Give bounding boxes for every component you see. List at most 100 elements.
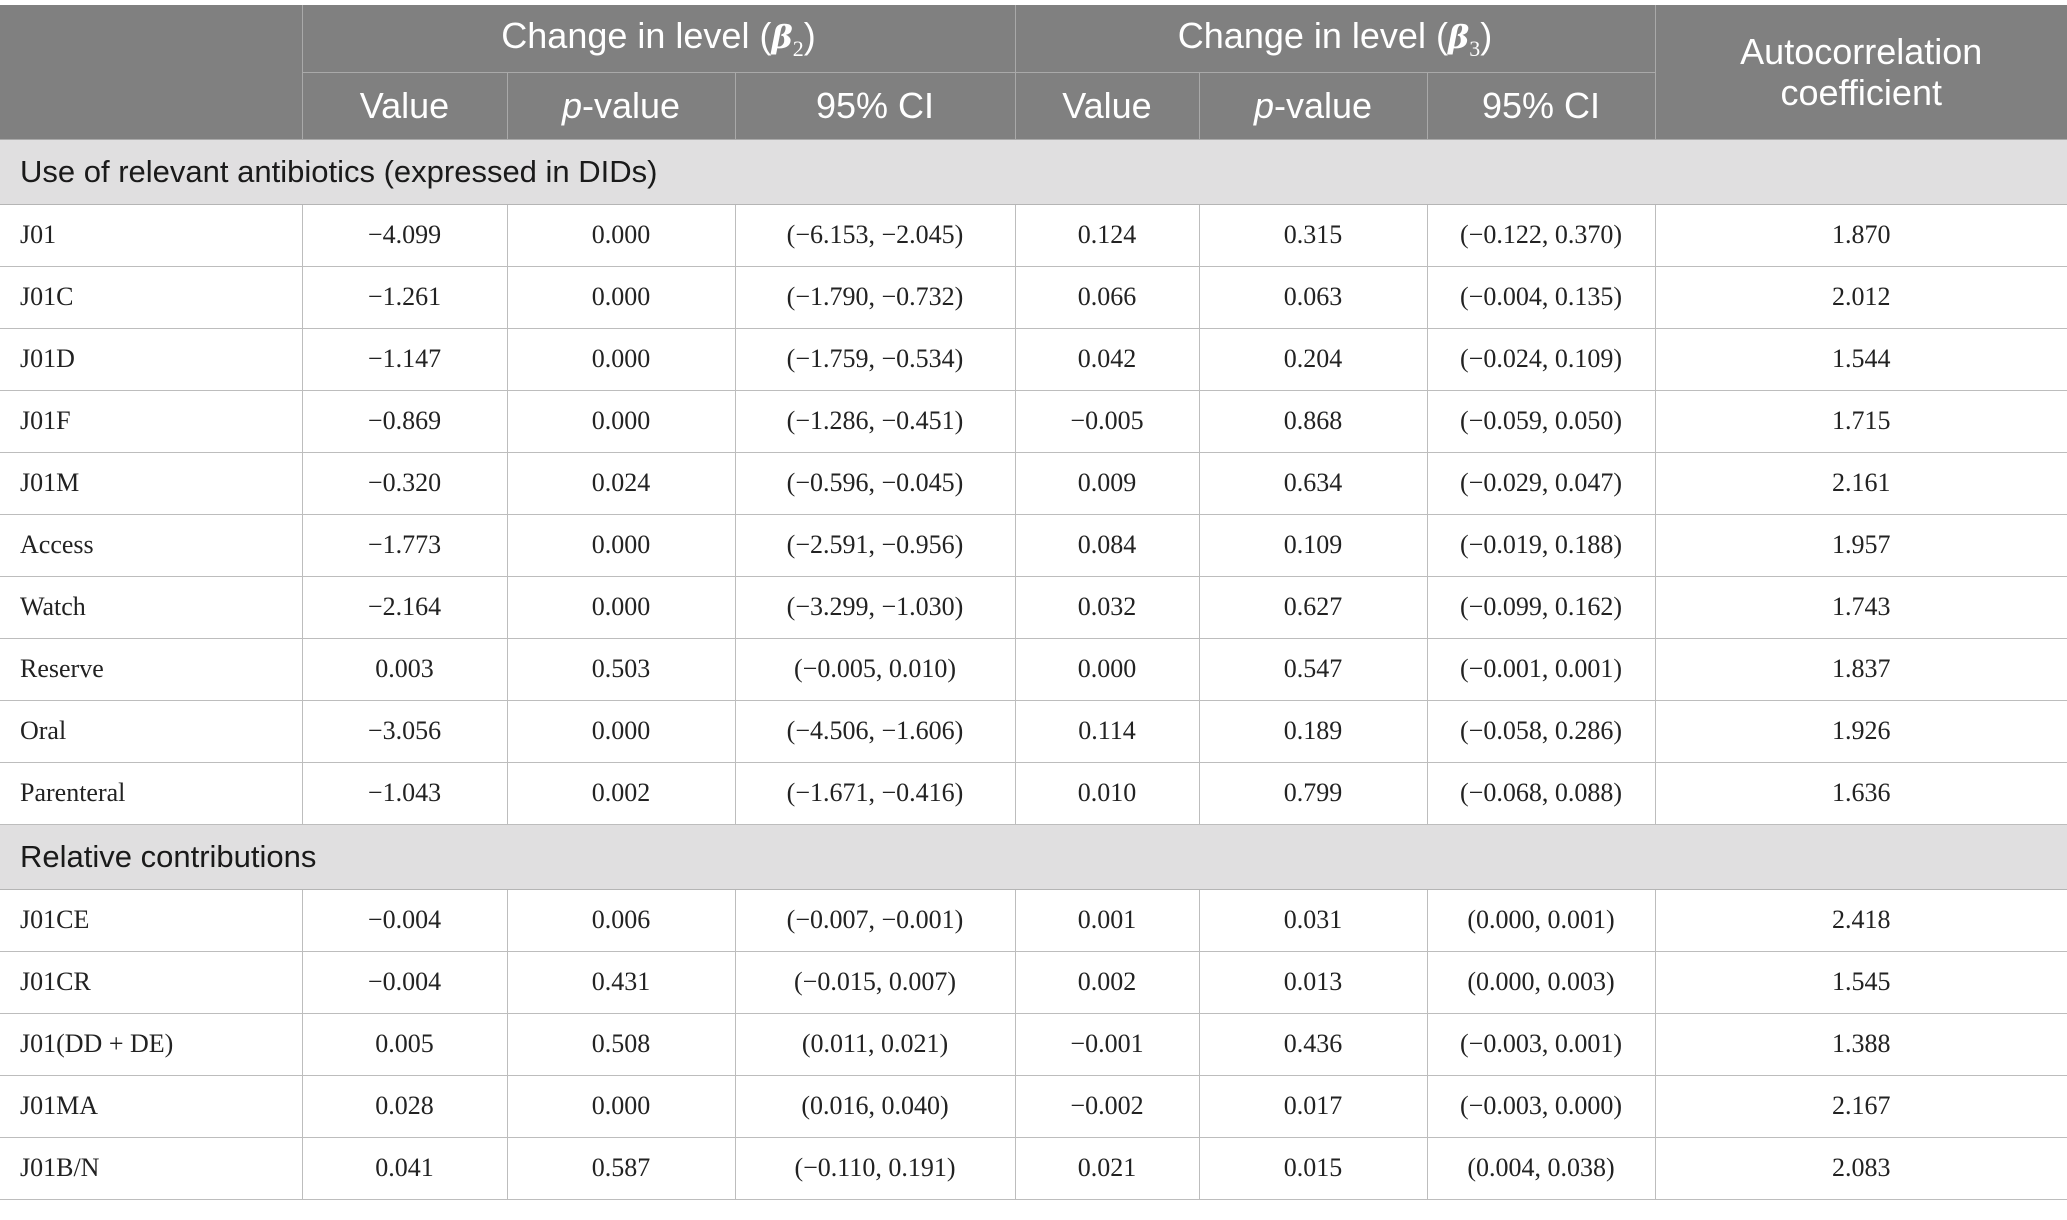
- b3-ci-cell: (−0.001, 0.001): [1426, 638, 1655, 701]
- autocorr-cell: 1.743: [1654, 576, 2067, 639]
- table-row: J01CE −0.004 0.006 (−0.007, −0.001) 0.001 0.0…: [0, 889, 2067, 952]
- b2-ci-cell: (−6.153, −2.045): [734, 204, 1015, 267]
- b3-ci-cell: (−0.058, 0.286): [1426, 700, 1655, 763]
- header-empty-cell: [0, 5, 302, 140]
- beta2-subscript: 2: [792, 35, 804, 61]
- b3-value-cell: −0.005: [1014, 390, 1199, 453]
- b2-ci-cell: (0.016, 0.040): [734, 1075, 1015, 1138]
- table-body: Use of relevant antibiotics (expressed i…: [0, 139, 2067, 1200]
- table-row: Oral −3.056 0.000 (−4.506, −1.606) 0.114 0.18…: [0, 700, 2067, 763]
- b3-p-value-cell: 0.204: [1198, 328, 1427, 391]
- b2-value-cell: −0.004: [301, 889, 507, 952]
- row-label: J01CR: [0, 951, 302, 1014]
- beta3-subscript: 3: [1469, 35, 1481, 61]
- table-row: J01D −1.147 0.000 (−1.759, −0.534) 0.042 0.20…: [0, 328, 2067, 391]
- b2-value-cell: −0.004: [301, 951, 507, 1014]
- beta3-symbol: β: [1447, 17, 1470, 56]
- b2-ci-cell: (−1.671, −0.416): [734, 762, 1015, 825]
- b2-p-value-cell: 0.000: [506, 700, 735, 763]
- b2-value-cell: 0.041: [301, 1137, 507, 1200]
- b3-ci-cell: (−0.004, 0.135): [1426, 266, 1655, 329]
- b3-p-value-cell: 0.109: [1198, 514, 1427, 577]
- autocorr-cell: 1.636: [1654, 762, 2067, 825]
- b3-ci-cell: (−0.003, 0.000): [1426, 1075, 1655, 1138]
- b2-p-value-cell: 0.587: [506, 1137, 735, 1200]
- b2-p-value-cell: 0.431: [506, 951, 735, 1014]
- b2-value-cell: −4.099: [301, 204, 507, 267]
- b3-p-value-cell: 0.013: [1198, 951, 1427, 1014]
- b2-ci-cell: (−0.007, −0.001): [734, 889, 1015, 952]
- header-group-beta3-prefix: Change in level (: [1177, 14, 1448, 56]
- b2-ci-cell: (−2.591, −0.956): [734, 514, 1015, 577]
- b2-ci-cell: (−0.110, 0.191): [734, 1137, 1015, 1200]
- row-label: Parenteral: [0, 762, 302, 825]
- b3-value-cell: 0.021: [1014, 1137, 1199, 1200]
- b2-p-value-cell: 0.000: [506, 266, 735, 329]
- b2-p-value-cell: 0.000: [506, 1075, 735, 1138]
- b2-value-cell: −1.773: [301, 514, 507, 577]
- header-b3-ci: 95% CI: [1426, 72, 1655, 140]
- b3-p-value-cell: 0.547: [1198, 638, 1427, 701]
- b3-value-cell: −0.001: [1014, 1013, 1199, 1076]
- b2-ci-cell: (−1.790, −0.732): [734, 266, 1015, 329]
- b3-ci-cell: (−0.029, 0.047): [1426, 452, 1655, 515]
- b3-p-value-cell: 0.634: [1198, 452, 1427, 515]
- autocorr-cell: 2.418: [1654, 889, 2067, 952]
- b3-p-value-cell: 0.436: [1198, 1013, 1427, 1076]
- autocorr-cell: 2.167: [1654, 1075, 2067, 1138]
- autocorr-cell: 1.715: [1654, 390, 2067, 453]
- b3-ci-cell: (−0.003, 0.001): [1426, 1013, 1655, 1076]
- b2-value-cell: −2.164: [301, 576, 507, 639]
- table-row: J01M −0.320 0.024 (−0.596, −0.045) 0.009 0.63…: [0, 452, 2067, 515]
- autocorr-cell: 1.957: [1654, 514, 2067, 577]
- b3-p-value-cell: 0.627: [1198, 576, 1427, 639]
- autocorr-cell: 2.161: [1654, 452, 2067, 515]
- row-label: J01D: [0, 328, 302, 391]
- header-group-beta3-suffix: ): [1480, 14, 1493, 56]
- autocorr-cell: 1.837: [1654, 638, 2067, 701]
- b3-p-value-cell: 0.017: [1198, 1075, 1427, 1138]
- b3-ci-cell: (−0.019, 0.188): [1426, 514, 1655, 577]
- b3-value-cell: 0.010: [1014, 762, 1199, 825]
- b2-p-value-cell: 0.000: [506, 390, 735, 453]
- header-b2-ci: 95% CI: [734, 72, 1015, 140]
- section-title: Relative contributions: [0, 824, 2067, 890]
- header-autocorrelation-line2: coefficient: [1780, 71, 1942, 113]
- row-label: Watch: [0, 576, 302, 639]
- b2-ci-cell: (−3.299, −1.030): [734, 576, 1015, 639]
- b2-ci-cell: (−0.015, 0.007): [734, 951, 1015, 1014]
- autocorr-cell: 1.545: [1654, 951, 2067, 1014]
- table-row: J01F −0.869 0.000 (−1.286, −0.451) −0.005 0.8…: [0, 390, 2067, 453]
- b3-ci-cell: (−0.099, 0.162): [1426, 576, 1655, 639]
- b3-value-cell: 0.000: [1014, 638, 1199, 701]
- table-row: J01B/N 0.041 0.587 (−0.110, 0.191) 0.021 0.01…: [0, 1137, 2067, 1200]
- b2-value-cell: −1.147: [301, 328, 507, 391]
- p-italic: p: [561, 84, 582, 126]
- b2-ci-cell: (−4.506, −1.606): [734, 700, 1015, 763]
- autocorr-cell: 1.388: [1654, 1013, 2067, 1076]
- table-row: J01(DD + DE) 0.005 0.508 (0.011, 0.021) −0.0…: [0, 1013, 2067, 1076]
- b2-ci-cell: (−1.286, −0.451): [734, 390, 1015, 453]
- b3-ci-cell: (0.004, 0.038): [1426, 1137, 1655, 1200]
- b2-p-value-cell: 0.508: [506, 1013, 735, 1076]
- b3-ci-cell: (−0.059, 0.050): [1426, 390, 1655, 453]
- b3-p-value-cell: 0.189: [1198, 700, 1427, 763]
- b2-p-value-cell: 0.000: [506, 576, 735, 639]
- table-row: J01CR −0.004 0.431 (−0.015, 0.007) 0.002 0.01…: [0, 951, 2067, 1014]
- results-table: Change in level (β2) Change in level (β3…: [0, 5, 2067, 1200]
- autocorr-cell: 1.544: [1654, 328, 2067, 391]
- header-b3-p-value: p-value: [1198, 72, 1427, 140]
- b3-value-cell: 0.009: [1014, 452, 1199, 515]
- table-row: Access −1.773 0.000 (−2.591, −0.956) 0.084 0.…: [0, 514, 2067, 577]
- table-row: Watch −2.164 0.000 (−3.299, −1.030) 0.032 0.6…: [0, 576, 2067, 639]
- b2-p-value-cell: 0.000: [506, 514, 735, 577]
- b3-value-cell: 0.001: [1014, 889, 1199, 952]
- b2-value-cell: −3.056: [301, 700, 507, 763]
- b3-p-value-cell: 0.031: [1198, 889, 1427, 952]
- b2-value-cell: 0.003: [301, 638, 507, 701]
- table-row: J01C −1.261 0.000 (−1.790, −0.732) 0.066 0.06…: [0, 266, 2067, 329]
- b2-value-cell: −1.043: [301, 762, 507, 825]
- b2-p-value-cell: 0.503: [506, 638, 735, 701]
- header-b2-value: Value: [301, 72, 507, 140]
- b3-value-cell: 0.114: [1014, 700, 1199, 763]
